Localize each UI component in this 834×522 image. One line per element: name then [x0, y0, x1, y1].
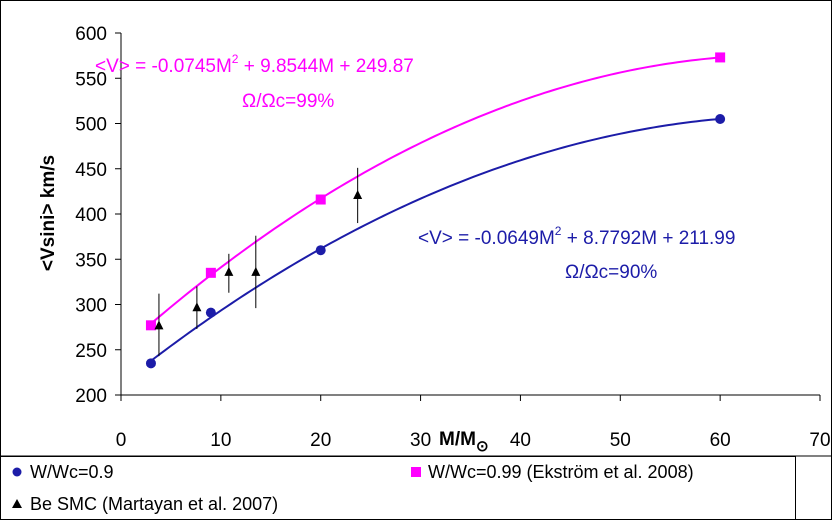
x-tick-label: 10: [210, 430, 231, 451]
legend-label-black: Be SMC (Martayan et al. 2007): [30, 494, 278, 514]
data-point-triangle: [224, 266, 234, 276]
blue-eq-post: + 8.7792M + 211.99: [561, 228, 735, 249]
fit-curve: [150, 56, 721, 325]
y-tick-label: 600: [75, 24, 107, 45]
data-point-circle: [145, 358, 156, 369]
data-point-square: [715, 52, 726, 63]
x-axis-title: M/M⊙: [439, 429, 489, 455]
data-point-square: [205, 267, 216, 278]
blue-eq-pre: <V> = -0.0649M: [418, 228, 555, 249]
data-point-triangle: [154, 320, 164, 330]
y-tick-label: 450: [75, 160, 107, 181]
y-tick-label: 550: [75, 69, 107, 90]
data-point-square: [145, 320, 156, 331]
y-tick-label: 350: [75, 250, 107, 271]
legend-square-icon: [411, 467, 421, 477]
data-point-circle: [315, 245, 326, 256]
y-axis: 200 250 300 350 400 450 500 550 600: [75, 24, 122, 407]
legend-label-pink: W/Wc=0.99 (Ekström et al. 2008): [428, 462, 694, 482]
pink-eq-post: + 9.8544M + 249.87: [238, 56, 413, 77]
legend-circle-icon: [12, 467, 22, 477]
x-tick-label: 40: [510, 430, 531, 451]
blue-fit-equation: <V> = -0.0649M2 + 8.7792M + 211.99: [418, 224, 735, 249]
pink-eq-sup: 2: [232, 52, 239, 66]
legend-item-blue: W/Wc=0.9: [12, 462, 114, 482]
x-axis: 0 10 20 30 40 50 60 70: [116, 394, 831, 451]
y-tick-label: 250: [75, 341, 107, 362]
fit-curve: [150, 117, 721, 362]
x-tick-label: 0: [116, 430, 127, 451]
y-tick-label: 300: [75, 296, 107, 317]
blue-omega-ratio: Ω/Ωc=90%: [565, 262, 657, 283]
y-tick-label: 500: [75, 115, 107, 136]
pink-fit-equation: <V> = -0.0745M2 + 9.8544M + 249.87: [95, 52, 414, 77]
data-point-triangle: [192, 302, 202, 312]
blue-eq-sup: 2: [555, 224, 562, 238]
data-point-circle: [205, 307, 216, 318]
error-bars: [158, 167, 359, 357]
data-point-triangle: [251, 266, 261, 276]
x-tick-label: 60: [710, 430, 731, 451]
x-tick-label: 30: [410, 430, 431, 451]
x-tick-label: 20: [310, 430, 331, 451]
data-markers: [145, 52, 726, 369]
data-point-triangle: [353, 189, 363, 199]
legend-triangle-icon: [12, 499, 22, 508]
y-axis-title: <Vsini> km/s: [38, 155, 59, 271]
legend-item-pink: W/Wc=0.99 (Ekström et al. 2008): [411, 462, 694, 482]
x-axis-title-sub: ⊙: [476, 438, 489, 455]
legend-item-black: Be SMC (Martayan et al. 2007): [12, 494, 278, 514]
annotation-blue: <V> = -0.0649M2 + 8.7792M + 211.99 Ω/Ωc=…: [418, 224, 735, 283]
x-tick-label: 50: [610, 430, 631, 451]
fit-curves: [150, 56, 721, 362]
data-point-circle: [715, 113, 726, 124]
legend: W/Wc=0.9 W/Wc=0.99 (Ekström et al. 2008)…: [0, 455, 832, 520]
x-tick-label: 70: [809, 430, 830, 451]
annotation-pink: <V> = -0.0745M2 + 9.8544M + 249.87 Ω/Ωc=…: [95, 52, 414, 112]
data-point-square: [315, 194, 326, 205]
pink-eq-pre: <V> = -0.0745M: [95, 56, 232, 77]
pink-omega-ratio: Ω/Ωc=99%: [242, 91, 334, 112]
y-tick-label: 200: [75, 386, 107, 407]
y-tick-label: 400: [75, 205, 107, 226]
x-axis-title-main: M/M: [439, 429, 476, 450]
legend-border: [0, 456, 796, 520]
legend-label-blue: W/Wc=0.9: [30, 462, 114, 482]
